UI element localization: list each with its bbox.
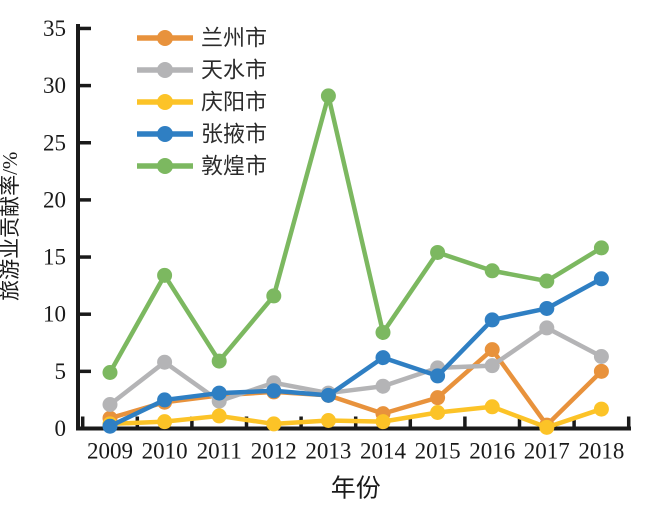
legend-marker-庆阳市 (157, 94, 173, 110)
series-line-天水市 (108, 325, 603, 407)
legend-marker-兰州市 (157, 30, 173, 46)
legend-label-兰州市: 兰州市 (201, 26, 267, 51)
x-tick-label: 2012 (251, 439, 297, 464)
x-tick-label: 2017 (524, 439, 570, 464)
data-point-张掖市-2015 (430, 368, 446, 384)
data-point-张掖市-2018 (593, 271, 609, 287)
data-point-兰州市-2016 (484, 342, 500, 358)
data-point-庆阳市-2016 (484, 399, 500, 415)
legend-label-敦煌市: 敦煌市 (201, 154, 267, 179)
x-tick-label: 2018 (578, 439, 624, 464)
data-point-庆阳市-2011 (211, 408, 227, 424)
data-point-张掖市-2014 (375, 350, 391, 366)
data-point-庆阳市-2017 (539, 419, 555, 435)
data-point-兰州市-2018 (593, 363, 609, 379)
data-point-敦煌市-2017 (539, 273, 555, 289)
data-point-敦煌市-2018 (593, 240, 609, 256)
data-point-张掖市-2011 (211, 385, 227, 401)
data-point-庆阳市-2015 (430, 404, 446, 420)
y-tick-label: 0 (55, 416, 67, 441)
data-point-庆阳市-2013 (320, 412, 336, 428)
x-tick-label: 2011 (197, 439, 242, 464)
series-line-张掖市 (109, 276, 603, 429)
data-point-兰州市-2015 (430, 390, 446, 406)
x-tick-label: 2010 (142, 439, 188, 464)
data-point-张掖市-2016 (484, 312, 500, 328)
data-point-敦煌市-2014 (375, 324, 391, 340)
legend-marker-张掖市 (157, 126, 173, 142)
legend-marker-天水市 (157, 62, 173, 78)
y-tick-label: 5 (55, 359, 67, 384)
y-tick-label: 30 (43, 73, 66, 98)
x-axis-title: 年份 (331, 475, 381, 503)
series-line-兰州市 (109, 347, 603, 428)
data-point-敦煌市-2009 (102, 364, 118, 380)
series-line-敦煌市 (108, 93, 603, 374)
data-point-敦煌市-2011 (211, 353, 227, 369)
data-point-敦煌市-2016 (484, 263, 500, 279)
data-point-庆阳市-2018 (593, 401, 609, 417)
data-point-庆阳市-2010 (157, 414, 173, 430)
x-tick-label: 2016 (469, 439, 515, 464)
legend-label-天水市: 天水市 (201, 58, 267, 83)
data-point-张掖市-2009 (102, 418, 118, 434)
data-point-张掖市-2013 (320, 387, 336, 403)
x-tick-label: 2013 (305, 439, 351, 464)
data-point-庆阳市-2012 (266, 416, 282, 432)
data-point-天水市-2018 (593, 348, 609, 364)
data-point-庆阳市-2014 (375, 414, 391, 430)
data-point-天水市-2016 (484, 358, 500, 374)
data-point-天水市-2017 (539, 320, 555, 336)
data-point-天水市-2010 (157, 354, 173, 370)
data-point-敦煌市-2012 (266, 288, 282, 304)
y-tick-label: 25 (43, 130, 66, 155)
data-point-天水市-2014 (375, 378, 391, 394)
data-point-敦煌市-2013 (320, 88, 336, 104)
data-point-天水市-2009 (102, 396, 118, 412)
data-point-张掖市-2017 (539, 300, 555, 316)
x-tick-label: 2014 (360, 439, 407, 464)
x-tick-label: 2015 (415, 439, 461, 464)
series-line-庆阳市 (109, 404, 603, 430)
legend-marker-敦煌市 (157, 158, 173, 174)
data-point-张掖市-2010 (157, 392, 173, 408)
y-tick-label: 35 (43, 16, 66, 41)
data-point-张掖市-2012 (266, 383, 282, 399)
data-point-敦煌市-2010 (157, 267, 173, 283)
legend-label-张掖市: 张掖市 (201, 122, 267, 147)
y-axis-title: 旅游业贡献率/% (0, 152, 22, 301)
y-tick-label: 20 (43, 187, 66, 212)
x-tick-label: 2009 (87, 439, 133, 464)
data-point-敦煌市-2015 (430, 244, 446, 260)
legend-label-庆阳市: 庆阳市 (201, 90, 267, 115)
y-tick-label: 10 (43, 302, 66, 327)
y-tick-label: 15 (43, 245, 66, 270)
